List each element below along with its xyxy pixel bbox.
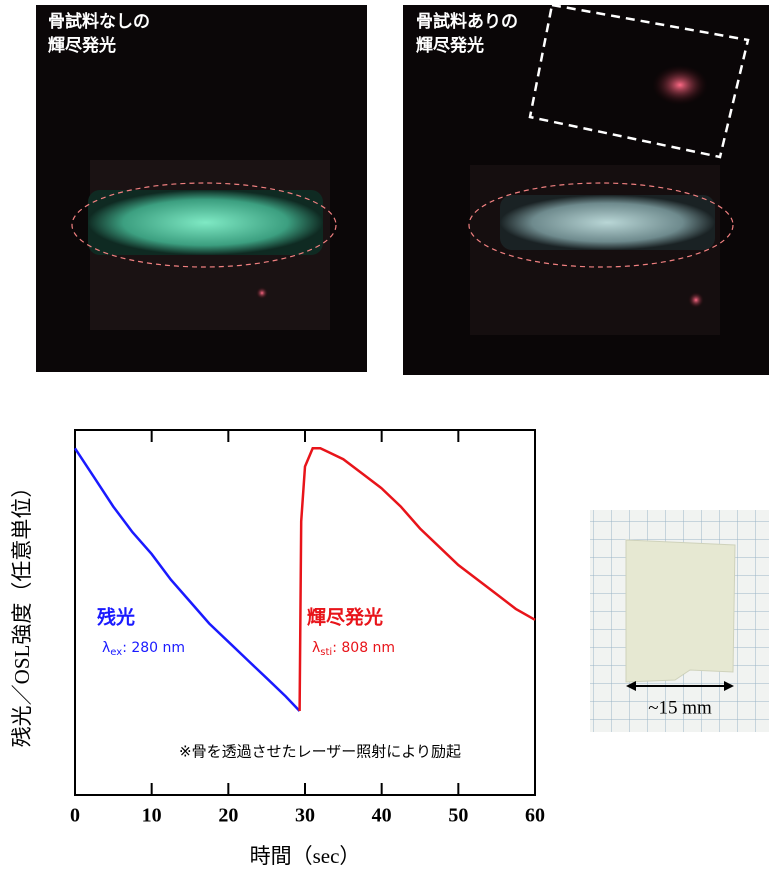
- wavelength-subscript: sti: [320, 647, 332, 658]
- series-wavelength: λex: 280 nm: [102, 640, 185, 658]
- x-tick-label: 30: [295, 805, 315, 827]
- figure: 骨試料なしの 輝尽発光 骨試料ありの 輝尽発光 ~15 mm 時間（sec） 残…: [0, 0, 769, 875]
- series-wavelength: λsti: 808 nm: [312, 640, 395, 658]
- sample-photo: ~15 mm: [590, 510, 769, 732]
- wavelength-symbol: λ: [312, 640, 320, 656]
- photo-caption: 骨試料なしの: [48, 11, 150, 32]
- data-line: [75, 448, 300, 711]
- scale-label: ~15 mm: [648, 697, 712, 718]
- photo-with-bone: 骨試料ありの 輝尽発光: [403, 5, 769, 375]
- wavelength-subscript: ex: [110, 647, 122, 658]
- y-axis-label: 残光／OSL強度（任意単位）: [10, 477, 34, 748]
- photo-caption: 輝尽発光: [416, 35, 484, 56]
- chart: 時間（sec） 残光／OSL強度（任意単位） ※骨を透過させたレーザー照射により…: [10, 430, 535, 868]
- x-tick-label: 0: [70, 805, 80, 827]
- data-line: [300, 448, 535, 711]
- x-tick-label: 60: [525, 805, 545, 827]
- x-tick-label: 10: [142, 805, 162, 827]
- x-tick-label: 20: [218, 805, 238, 827]
- x-tick-label: 40: [372, 805, 392, 827]
- photo-no-bone: 骨試料なしの 輝尽発光: [36, 5, 367, 372]
- series-label: 残光: [97, 606, 135, 629]
- photo-caption: 輝尽発光: [48, 35, 116, 56]
- wavelength-value: : 808 nm: [332, 640, 395, 656]
- photo-caption: 骨試料ありの: [416, 11, 518, 32]
- wavelength-value: : 280 nm: [122, 640, 185, 656]
- note: ※骨を透過させたレーザー照射により励起: [179, 743, 461, 761]
- series-label: 輝尽発光: [307, 606, 383, 629]
- wavelength-symbol: λ: [102, 640, 110, 656]
- x-axis-label: 時間（sec）: [250, 844, 361, 868]
- x-tick-label: 50: [448, 805, 468, 827]
- plot-frame: [75, 430, 535, 795]
